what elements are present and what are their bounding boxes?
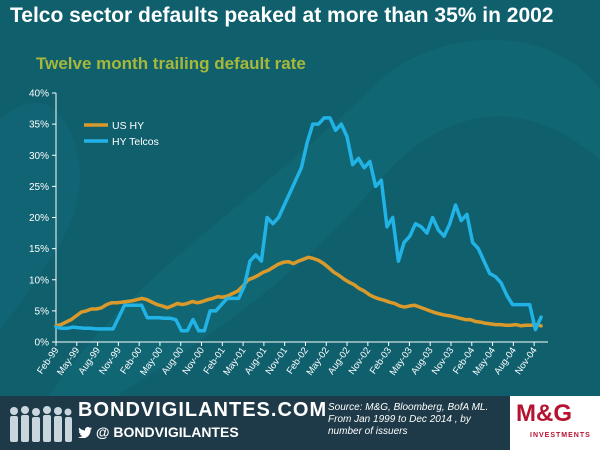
background-decoration bbox=[0, 0, 600, 396]
y-tick-label: 15% bbox=[29, 244, 49, 255]
legend-label-hy-telcos: HY Telcos bbox=[112, 136, 159, 148]
mg-logo-subtext: INVESTMENTS bbox=[530, 432, 591, 439]
y-tick-label: 10% bbox=[29, 275, 49, 286]
legend-label-us-hy: US HY bbox=[112, 120, 144, 132]
y-tick-label: 25% bbox=[29, 182, 49, 193]
x-tick-label: Nov-04 bbox=[513, 345, 540, 376]
y-tick-label: 40% bbox=[29, 89, 49, 100]
source-line-1: Source: M&G, Bloomberg, BofA ML. bbox=[328, 402, 489, 413]
chart-title: Telco sector defaults peaked at more tha… bbox=[10, 4, 554, 27]
y-tick-label: 0% bbox=[35, 338, 50, 349]
y-tick-label: 20% bbox=[29, 213, 49, 224]
series-line-us-hy bbox=[54, 255, 543, 328]
chart-subtitle: Twelve month trailing default rate bbox=[36, 54, 306, 73]
source-note: Source: M&G, Bloomberg, BofA ML. From Ja… bbox=[328, 402, 504, 438]
people-silhouettes-icon bbox=[10, 406, 72, 442]
source-line-2: From Jan 1999 to Dec 2014 , by number of… bbox=[328, 414, 471, 437]
brand-handle-text: @ BONDVIGILANTES bbox=[95, 424, 239, 440]
twitter-bird-icon bbox=[78, 427, 92, 438]
brand-handle: @ BONDVIGILANTES bbox=[78, 424, 239, 440]
series-line-hy-telcos bbox=[54, 116, 543, 333]
y-tick-label: 35% bbox=[29, 120, 49, 131]
mg-logo: M&G INVESTMENTS bbox=[510, 396, 600, 450]
y-tick-label: 30% bbox=[29, 151, 49, 162]
y-tick-label: 5% bbox=[35, 306, 50, 317]
footer-bar: BONDVIGILANTES.COM @ BONDVIGILANTES Sour… bbox=[0, 396, 600, 450]
line-chart: 0%5%10%15%20%25%30%35%40%Feb-99May-99Aug… bbox=[29, 89, 548, 378]
mg-logo-text: M&G bbox=[516, 400, 572, 427]
brand-name: BONDVIGILANTES.COM bbox=[78, 399, 328, 421]
